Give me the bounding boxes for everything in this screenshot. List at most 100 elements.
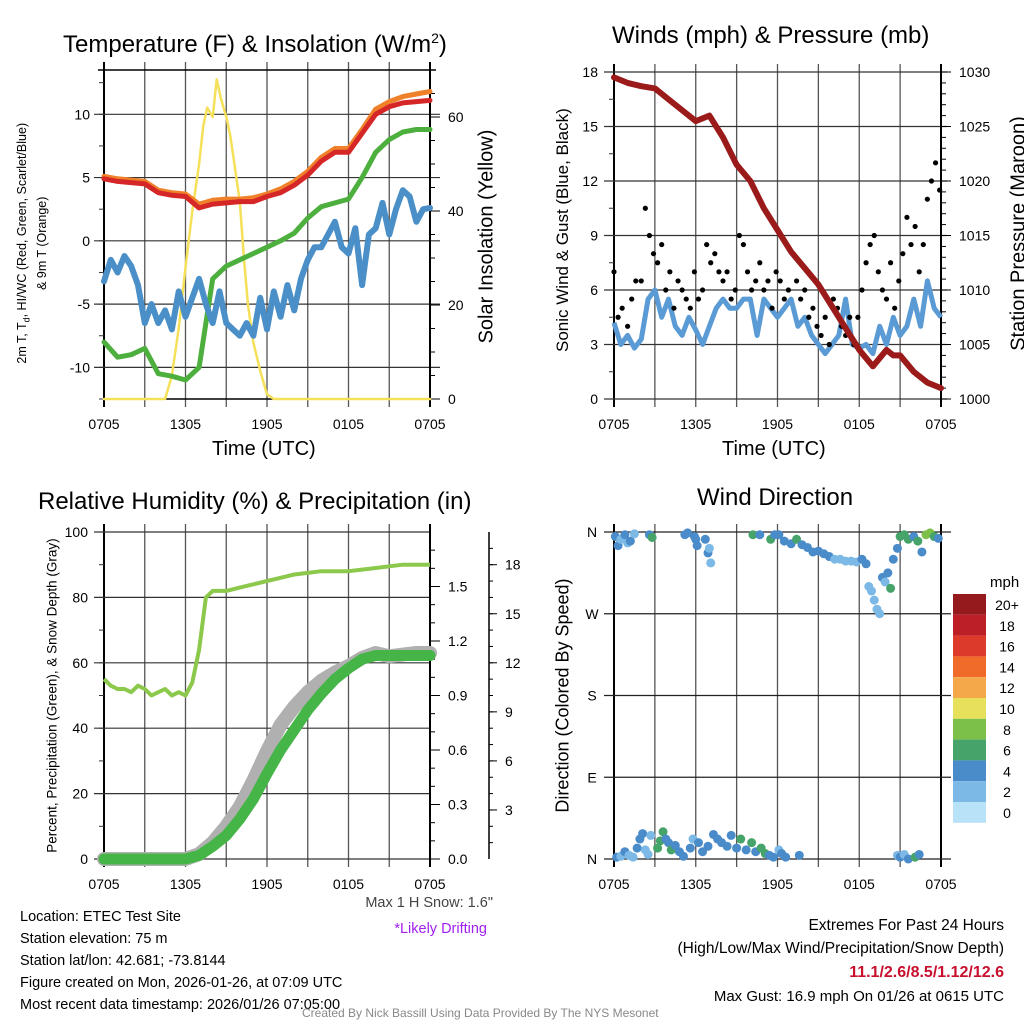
rh-series-relative-humidity — [102, 562, 430, 698]
rh-xtick-label: 1305 — [170, 876, 201, 892]
wdir-point — [683, 528, 693, 538]
recent-data-text: Most recent data timestamp: 2026/01/26 0… — [20, 997, 341, 1013]
temp-ytick-label: 10 — [74, 106, 90, 122]
wind-xtick-label: 0705 — [925, 416, 956, 432]
wdir-point — [747, 838, 757, 848]
wind-gust-point — [675, 278, 681, 284]
wind-gust-point — [659, 241, 665, 248]
temp-ytick-label: 5 — [82, 170, 90, 186]
wind-gust-point — [859, 287, 865, 293]
wind-y2tick-label: 1000 — [959, 391, 990, 407]
wind-ytick-label: 15 — [582, 119, 598, 135]
wdir-point — [917, 547, 927, 557]
wind-ytick-label: 9 — [590, 228, 598, 244]
wind-gust-point — [704, 241, 710, 248]
rh-y2tick-label: 0.9 — [448, 688, 468, 704]
wind-xaxis-title: Time (UTC) — [722, 438, 826, 460]
wind-gust-point — [875, 269, 881, 275]
wind-chart-title: Winds (mph) & Pressure (mb) — [612, 22, 930, 49]
location-text: Location: ETEC Test Site — [20, 909, 181, 925]
wdir-point — [670, 840, 680, 850]
wind-gust-point — [777, 278, 783, 284]
rh-ytick-label: 40 — [72, 720, 88, 736]
temp-plot-area: 0705 1305 1905 0105 0705 -10 -5 0 5 10 0 20 40 60 — [70, 62, 464, 432]
wind-gust-point — [908, 241, 914, 248]
wdir-point — [664, 838, 673, 848]
temp-xtick-label: 1905 — [251, 416, 282, 432]
wind-gust-point — [646, 232, 653, 239]
wdir-xtick-label: 0705 — [925, 876, 956, 892]
wind-xtick-label: 0705 — [598, 416, 629, 432]
wind-gust-point — [716, 269, 722, 275]
colorbar-swatch — [953, 760, 986, 782]
wdir-point — [706, 558, 716, 568]
wdir-point — [726, 830, 736, 840]
wdir-point — [792, 534, 802, 544]
wdir-point — [880, 577, 890, 587]
temp-y2tick-label: 60 — [448, 109, 464, 125]
extremes-title: Extremes For Past 24 Hours — [808, 917, 1004, 934]
wdir-point — [869, 595, 879, 605]
wind-gust-point — [687, 305, 693, 311]
wind-gust-point — [769, 305, 775, 311]
wind-gust-point — [732, 287, 738, 293]
wind-gust-point — [879, 287, 886, 293]
created-text: Figure created on Mon, 2026-01-26, at 07… — [20, 975, 343, 991]
extremes-subtitle: (High/Low/Max Wind/Precipitation/Snow De… — [677, 940, 1005, 957]
wind-gust-point — [887, 260, 894, 266]
rh-y3tick-label: 6 — [505, 753, 513, 769]
rh-ytick-label: 80 — [72, 589, 88, 605]
wdir-point — [722, 841, 732, 851]
rh-y2tick-label: 0.0 — [448, 851, 468, 867]
colorbar-label: 2 — [1003, 784, 1011, 800]
temp-series-2m-td — [101, 127, 433, 383]
temp-series-2m-t — [101, 97, 433, 211]
wind-gust-point — [691, 269, 697, 275]
wdir-point — [628, 852, 638, 862]
wdir-point — [913, 536, 923, 546]
temp-yaxis-title: 2m T, Td, HI/WC (Red, Green, Scarlet/Blu… — [15, 113, 50, 373]
wind-gust-point — [822, 314, 828, 320]
wdir-point — [703, 841, 713, 851]
wind-gust-point — [663, 287, 669, 293]
temp-series-hi-wc — [101, 187, 433, 339]
wind-y2axis-title: Station Pressure (Maroon) — [1007, 116, 1024, 351]
wdir-point — [886, 583, 896, 593]
colorbar-label: 0 — [1003, 805, 1011, 821]
wdir-point — [748, 530, 758, 540]
wdir-point — [685, 843, 695, 853]
colorbar-swatch — [953, 802, 986, 823]
wdir-point — [741, 845, 751, 855]
wind-gust-point — [781, 296, 787, 302]
wind-gust-point — [744, 269, 751, 275]
wind-gust-point — [802, 287, 808, 293]
temp-title-end: ) — [438, 31, 447, 58]
rh-plot-area: 0705 1305 1905 0105 07050204060801000.00.30.… — [65, 524, 521, 892]
wind-gust-point — [924, 196, 930, 202]
wind-series-sonic-wind — [611, 278, 944, 357]
wdir-point — [794, 850, 804, 860]
wind-gust-point — [699, 287, 706, 293]
wdir-point — [933, 533, 943, 543]
max-snow-text: Max 1 H Snow: 1.6" — [365, 895, 493, 911]
wdir-ytick-label: W — [585, 606, 599, 622]
wind-gust-point — [757, 260, 763, 266]
wind-gust-point — [855, 314, 861, 320]
rh-ytick-label: 100 — [65, 524, 89, 540]
wind-gust-point — [937, 187, 943, 193]
wind-gust-point — [863, 260, 869, 266]
wind-ytick-label: 0 — [590, 391, 598, 407]
wind-gust-point — [708, 260, 714, 266]
temp-ytick-label: -10 — [70, 359, 90, 375]
wind-gust-point — [867, 241, 873, 248]
wdir-ytick-label: N — [587, 524, 597, 540]
wdir-point — [732, 843, 742, 853]
wind-gust-point — [642, 205, 648, 211]
colorbar-label: 8 — [1003, 722, 1011, 738]
wind-gust-point — [896, 278, 902, 284]
wind-ytick-label: 3 — [590, 337, 598, 353]
wind-gust-point — [753, 278, 759, 284]
wdir-ytick-label: N — [587, 851, 597, 867]
wind-gust-point — [633, 278, 639, 284]
